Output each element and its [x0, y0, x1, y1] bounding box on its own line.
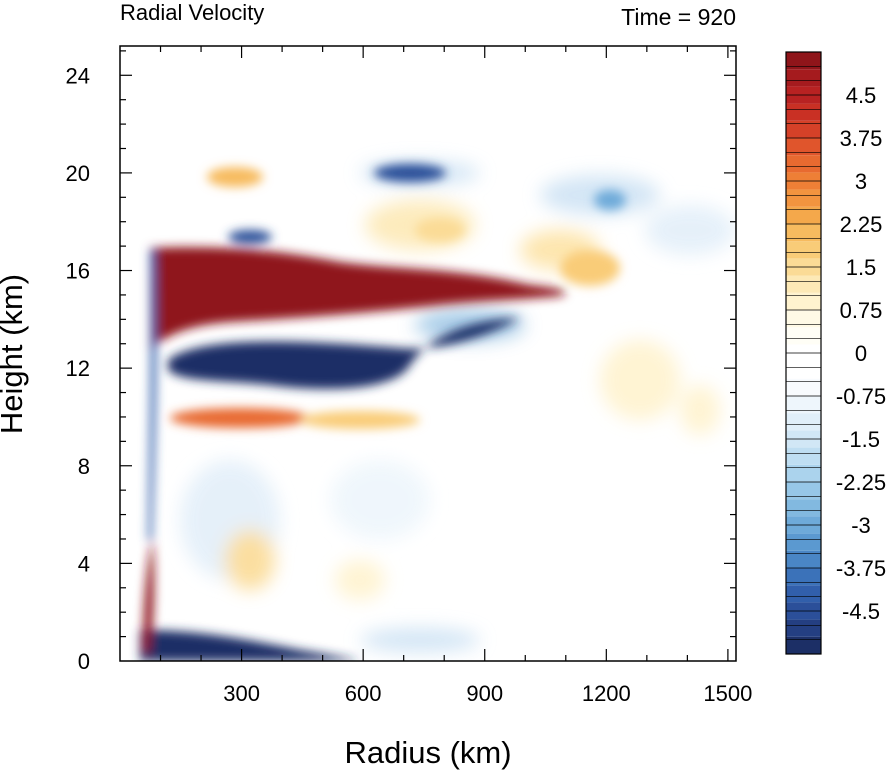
mid-inflow-patch — [415, 309, 525, 341]
colorbar-label: 4.5 — [846, 83, 877, 108]
colorbar-swatch — [786, 241, 821, 259]
colorbar-label: -1.5 — [842, 427, 880, 452]
colorbar — [785, 51, 822, 655]
colorbar-swatch — [786, 292, 821, 310]
y-tick-label: 4 — [78, 551, 90, 576]
colorbar-frame — [785, 51, 822, 655]
colorbar-swatch — [786, 327, 821, 345]
y-tick-label: 12 — [66, 356, 90, 381]
upper-inflow-band — [374, 164, 446, 182]
y-tick-label: 0 — [78, 649, 90, 674]
colorbar-label: 0 — [855, 341, 867, 366]
y-tick-label: 24 — [66, 63, 90, 88]
colorbar-swatch — [786, 120, 821, 138]
chart-title-right: Time = 920 — [621, 4, 736, 30]
colorbar-swatch — [786, 636, 821, 654]
colorbar-swatch — [786, 396, 821, 414]
x-tick-label: 300 — [223, 681, 260, 706]
colorbar-swatch — [786, 206, 821, 224]
colorbar-label: -0.75 — [836, 384, 886, 409]
colorbar-label: -2.25 — [836, 470, 886, 495]
y-tick-label: 20 — [66, 161, 90, 186]
y-axis-label: Height (km) — [0, 274, 29, 434]
low-outflow-patch — [225, 530, 275, 590]
x-tick-label: 1200 — [582, 681, 631, 706]
colorbar-swatch — [786, 568, 821, 586]
mid-level-outflow — [300, 411, 420, 429]
colorbar-swatch — [786, 224, 821, 242]
velocity-field — [140, 161, 735, 661]
axis-tick-labels: 300 600 900 1200 1500 0 4 8 12 16 20 24 — [66, 63, 753, 706]
colorbar-swatch — [786, 275, 821, 293]
colorbar-label: 3.75 — [840, 126, 883, 151]
colorbar-swatch — [786, 464, 821, 482]
colorbar-swatch — [786, 550, 821, 568]
colorbar-label: -3 — [851, 513, 871, 538]
chart-title-left: Radial Velocity — [120, 0, 264, 25]
colorbar-swatch — [786, 619, 821, 637]
upper-level-inflow — [168, 318, 520, 389]
mid-inflow-patch — [330, 460, 430, 540]
upper-inflow-patch — [645, 205, 735, 255]
colorbar-label: 2.25 — [840, 212, 883, 237]
low-outflow-patch — [335, 560, 385, 600]
colorbar-swatch — [786, 52, 821, 70]
colorbar-swatch — [786, 103, 821, 121]
colorbar-swatch — [786, 361, 821, 379]
colorbar-swatch — [786, 413, 821, 431]
low-inflow-patch — [360, 628, 480, 652]
plot-frame — [119, 45, 737, 662]
boundary-layer-inflow — [140, 630, 360, 661]
x-tick-label: 1500 — [703, 681, 752, 706]
colorbar-swatch — [786, 482, 821, 500]
colorbar-swatch — [786, 69, 821, 87]
colorbar-swatch — [786, 138, 821, 156]
colorbar-swatch — [786, 310, 821, 328]
x-tick-label: 900 — [466, 681, 503, 706]
colorbar-label: 0.75 — [840, 298, 883, 323]
colorbar-label: -3.75 — [836, 556, 886, 581]
y-tick-label: 16 — [66, 259, 90, 284]
x-axis-label: Radius (km) — [344, 735, 511, 770]
colorbar-swatch — [786, 378, 821, 396]
colorbar-swatch — [786, 585, 821, 603]
outflow-tip — [560, 250, 620, 286]
mid-level-outflow — [170, 408, 310, 428]
colorbar-labels: 4.5 3.75 3 2.25 1.5 0.75 0 -0.75 -1.5 -2.25 -3 -3.7… — [836, 83, 886, 624]
colorbar-swatch — [786, 533, 821, 551]
upper-outflow-band — [207, 167, 263, 187]
outflow-layer — [150, 247, 566, 350]
upper-outflow-band — [415, 218, 465, 242]
mid-outflow-patch — [600, 340, 680, 420]
colorbar-swatch — [786, 189, 821, 207]
colorbar-swatch — [786, 499, 821, 517]
upper-inflow-band — [228, 230, 272, 244]
colorbar-label: 1.5 — [846, 255, 877, 280]
y-tick-label: 8 — [78, 454, 90, 479]
eyewall-inflow-strip — [148, 250, 157, 540]
mid-outflow-patch — [680, 385, 720, 435]
near-center-outflow — [143, 538, 155, 655]
colorbar-label: 3 — [855, 169, 867, 194]
upper-inflow-band — [594, 190, 626, 210]
colorbar-swatch — [786, 447, 821, 465]
colorbar-swatch — [786, 155, 821, 173]
colorbar-label: -4.5 — [842, 599, 880, 624]
x-tick-label: 600 — [345, 681, 382, 706]
axis-ticks — [120, 46, 736, 661]
